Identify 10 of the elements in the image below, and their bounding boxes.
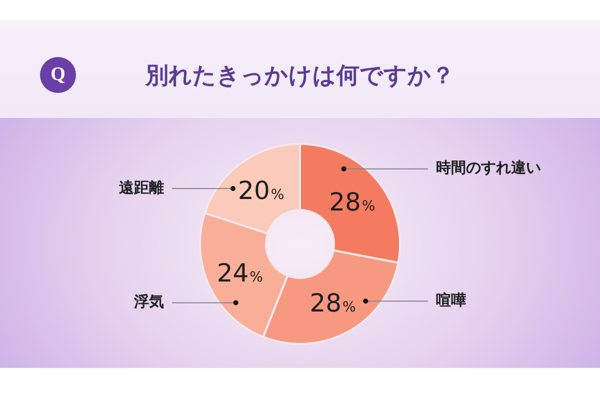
slice-label: 時間のすれ違い <box>436 158 541 177</box>
slice-label: 遠距離 <box>118 178 164 196</box>
data-label: 24% <box>216 258 263 288</box>
chart-title: 別れたきっかけは何ですか？ <box>146 63 454 89</box>
data-label: 28% <box>310 288 356 318</box>
slice-label: 浮気 <box>133 292 164 311</box>
data-label: 28% <box>329 187 376 216</box>
text: Q <box>50 64 66 85</box>
slice-label: 喧嘩 <box>436 291 466 310</box>
data-label: 20% <box>238 176 284 205</box>
